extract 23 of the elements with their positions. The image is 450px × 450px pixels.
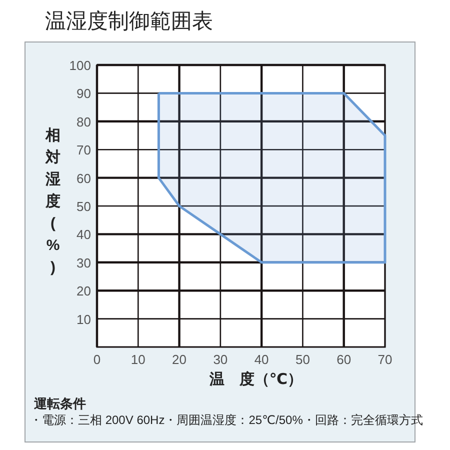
y-tick-label: 50 (76, 199, 91, 214)
y-axis-title: 相対湿度(%) (44, 127, 60, 276)
y-tick-label: 60 (76, 170, 91, 186)
text: ・電源：三相 200V 60Hz・周囲温湿度：25℃/50%・回路：完全循環方式 (30, 413, 423, 427)
x-tick-label: 30 (213, 352, 228, 367)
x-tick-label: 70 (378, 352, 392, 367)
x-tick-label: 40 (254, 352, 269, 367)
y-tick-label: 100 (69, 58, 91, 73)
y-tick-label: 10 (76, 312, 91, 327)
y-tick-label: 40 (76, 227, 91, 242)
x-axis-title: 温 度（℃） (208, 370, 303, 388)
y-tick-label: 80 (76, 114, 91, 130)
chart-title: 温湿度制御範囲表 (45, 10, 213, 33)
x-tick-label: 60 (336, 352, 352, 367)
y-tick-label: 20 (76, 284, 91, 299)
x-tick-label: 10 (130, 352, 146, 367)
text: 運転条件 (33, 396, 86, 411)
y-tick-label: 30 (76, 255, 91, 270)
y-tick-label: 70 (76, 142, 91, 158)
x-tick-label: 0 (93, 352, 101, 367)
x-tick-label: 50 (295, 352, 310, 367)
x-tick-label: 20 (172, 352, 187, 367)
y-tick-label: 90 (76, 86, 91, 102)
